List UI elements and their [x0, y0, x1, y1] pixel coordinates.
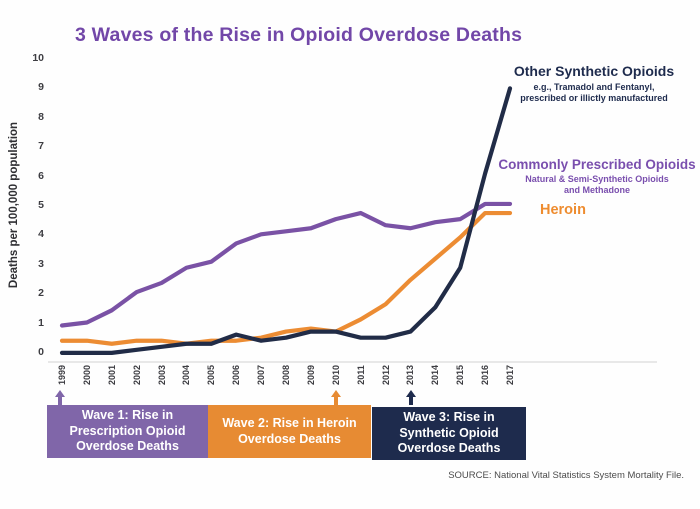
arrow-stem [409, 397, 413, 405]
y-tick-label: 2 [38, 287, 44, 300]
y-tick-label: 0 [38, 346, 44, 358]
x-tick-label: 2011 [355, 365, 366, 385]
y-tick-label: 3 [38, 257, 44, 270]
y-tick-label: 6 [38, 169, 44, 182]
x-tick-label: 2013 [405, 364, 416, 386]
arrow-stem [58, 397, 62, 405]
y-tick-label: 9 [38, 81, 44, 94]
y-tick-label: 8 [38, 110, 44, 123]
arrow-head [331, 390, 341, 397]
y-tick-label: 5 [38, 199, 44, 211]
y-tick-label: 7 [38, 140, 44, 153]
x-tick-label: 2004 [181, 364, 192, 386]
annotation-other-synthetic-opioids: Other Synthetic Opioids e.g., Tramadol a… [508, 63, 680, 103]
annotation-synthetic-subline-1: e.g., Tramadol and Fentanyl, [533, 82, 655, 92]
x-tick-label: 2002 [131, 364, 142, 386]
wave1-line2: Prescription Opioid [69, 423, 186, 438]
x-tick-label: 2016 [480, 364, 491, 386]
x-tick-label: 2007 [256, 364, 267, 386]
wave1-callout-box: Wave 1: Rise in Prescription Opioid Over… [47, 405, 208, 458]
wave1-line1: Wave 1: Rise in [81, 408, 174, 423]
arrow-head [55, 390, 65, 397]
series-line-0 [59, 201, 513, 328]
arrow-head [406, 390, 416, 397]
x-tick-label: 2010 [330, 364, 341, 386]
y-tick-label: 10 [32, 52, 44, 64]
x-tick-label: 2015 [455, 364, 466, 386]
annotation-commonly-prescribed-opioids: Commonly Prescribed Opioids Natural & Se… [498, 157, 696, 195]
x-tick-label: 2003 [156, 364, 167, 386]
chart-title: 3 Waves of the Rise in Opioid Overdose D… [75, 24, 523, 46]
wave1-line3: Overdose Deaths [76, 439, 179, 454]
annotation-prescribed-subline-1: Natural & Semi-Synthetic Opioids [525, 174, 669, 184]
wave3-callout-box: Wave 3: Rise in Synthetic Opioid Overdos… [372, 407, 526, 460]
x-tick-label: 2012 [380, 364, 391, 386]
x-tick-label: 2017 [505, 364, 515, 386]
series-line-2 [59, 86, 513, 355]
x-tick-label: 1999 [57, 364, 67, 386]
wave2-up-arrow-icon [330, 390, 342, 405]
x-tick-label: 2001 [106, 364, 117, 386]
y-tick-label: 1 [38, 316, 44, 329]
annotation-prescribed-title: Commonly Prescribed Opioids [498, 157, 696, 172]
annotation-synthetic-subline-2: prescribed or illictly manufactured [520, 92, 668, 103]
x-tick-label: 2014 [430, 364, 441, 386]
wave2-line1: Wave 2: Rise in Heroin [222, 416, 357, 430]
line-chart-plot [48, 86, 657, 363]
wave2-line2: Overdose Deaths [238, 431, 341, 446]
x-tick-label: 2000 [81, 364, 92, 386]
y-tick-label: 4 [38, 228, 44, 241]
annotation-prescribed-subline-2: and Methadone [563, 184, 630, 195]
wave2-callout-box: Wave 2: Rise in Heroin Overdose Deaths [208, 405, 371, 458]
wave3-line3: Overdose Deaths [397, 441, 501, 456]
series-line-1 [59, 210, 513, 346]
annotation-synthetic-title: Other Synthetic Opioids [513, 63, 675, 79]
x-tick-label: 2006 [231, 364, 242, 386]
wave3-line1: Wave 3: Rise in [403, 410, 495, 425]
x-tick-label: 2008 [281, 364, 291, 386]
arrow-stem [334, 397, 338, 405]
wave3-line2: Synthetic Opioid [399, 425, 499, 440]
x-tick-label: 2005 [206, 364, 217, 386]
x-tick-label: 2009 [305, 364, 316, 386]
wave1-up-arrow-icon [54, 390, 66, 405]
annotation-heroin-label: Heroin [540, 202, 586, 218]
source-note: SOURCE: National Vital Statistics System… [448, 470, 684, 481]
wave3-up-arrow-icon [405, 390, 417, 405]
